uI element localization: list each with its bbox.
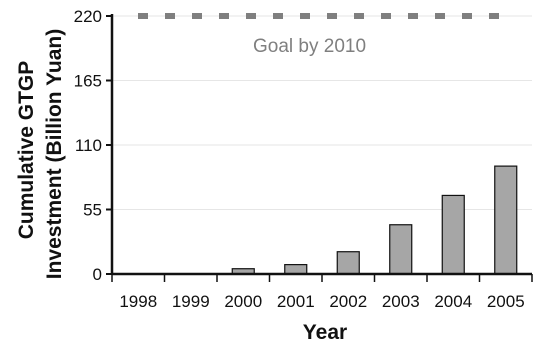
y-tick-label: 110 [75, 136, 102, 155]
x-tick-label: 2000 [224, 292, 262, 311]
y-tick-label: 165 [74, 72, 102, 91]
x-tick-label: 2005 [487, 292, 525, 311]
bars [231, 165, 518, 275]
bar [336, 251, 360, 275]
y-tick-label: 220 [74, 7, 102, 26]
goal-annotation: Goal by 2010 [253, 36, 366, 57]
y-axis-title-line2: Investment (Billion Yuan) [43, 29, 66, 279]
x-tick-label: 2002 [329, 292, 367, 311]
x-axis-title: Year [303, 321, 347, 344]
y-tick-label: 55 [83, 201, 102, 220]
bar [441, 194, 465, 275]
y-tick-label: 0 [93, 265, 102, 284]
x-tick-label: 1999 [172, 292, 210, 311]
y-axis-ticks: 0 55 110 165 220 [74, 7, 112, 284]
bar [389, 224, 413, 275]
x-tick-label: 2004 [434, 292, 472, 311]
bar [284, 264, 308, 275]
y-axis-title-line1: Cumulative GTGP [15, 61, 38, 240]
x-axis-ticks: 1998 1999 2000 2001 2002 2003 2004 2005 [111, 274, 533, 311]
x-tick-label: 2001 [277, 292, 315, 311]
bar [494, 165, 518, 275]
x-tick-label: 1998 [119, 292, 157, 311]
x-tick-label: 2003 [382, 292, 420, 311]
